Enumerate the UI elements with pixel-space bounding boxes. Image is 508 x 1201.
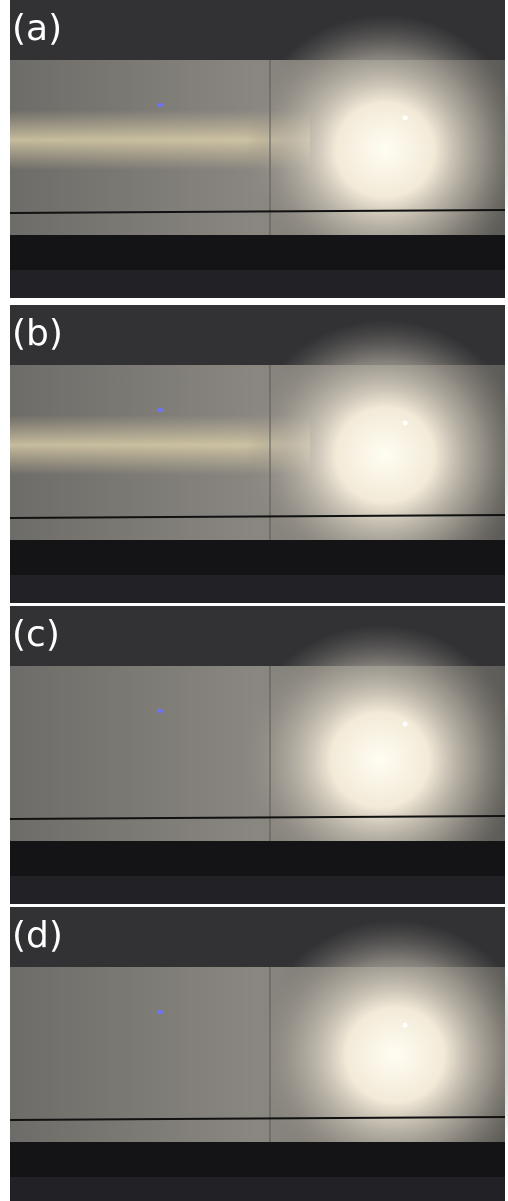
- blue-marker: [157, 1010, 163, 1014]
- white-marker: [403, 1023, 408, 1028]
- floor-band: [10, 841, 505, 876]
- panel-label: (d): [12, 915, 63, 956]
- floor-band: [10, 1142, 505, 1177]
- photo-panel: (a): [10, 0, 508, 298]
- blue-marker: [157, 709, 163, 713]
- floor: [10, 270, 505, 298]
- blue-marker: [157, 103, 163, 107]
- photo-panel: (c): [10, 606, 508, 904]
- white-marker: [403, 722, 408, 727]
- blue-marker: [157, 408, 163, 412]
- photo-panel: (b): [10, 305, 508, 603]
- panel-label: (c): [12, 614, 60, 655]
- panel-label: (a): [12, 8, 62, 49]
- floor: [10, 1177, 505, 1201]
- floor: [10, 876, 505, 904]
- white-marker: [403, 421, 408, 426]
- photo-panel: (d): [10, 907, 508, 1201]
- white-marker: [403, 116, 408, 121]
- floor-band: [10, 540, 505, 575]
- floor-band: [10, 235, 505, 270]
- panel-label: (b): [12, 313, 63, 354]
- floor: [10, 575, 505, 603]
- figure: (a) (b) (c) (d): [0, 0, 508, 1201]
